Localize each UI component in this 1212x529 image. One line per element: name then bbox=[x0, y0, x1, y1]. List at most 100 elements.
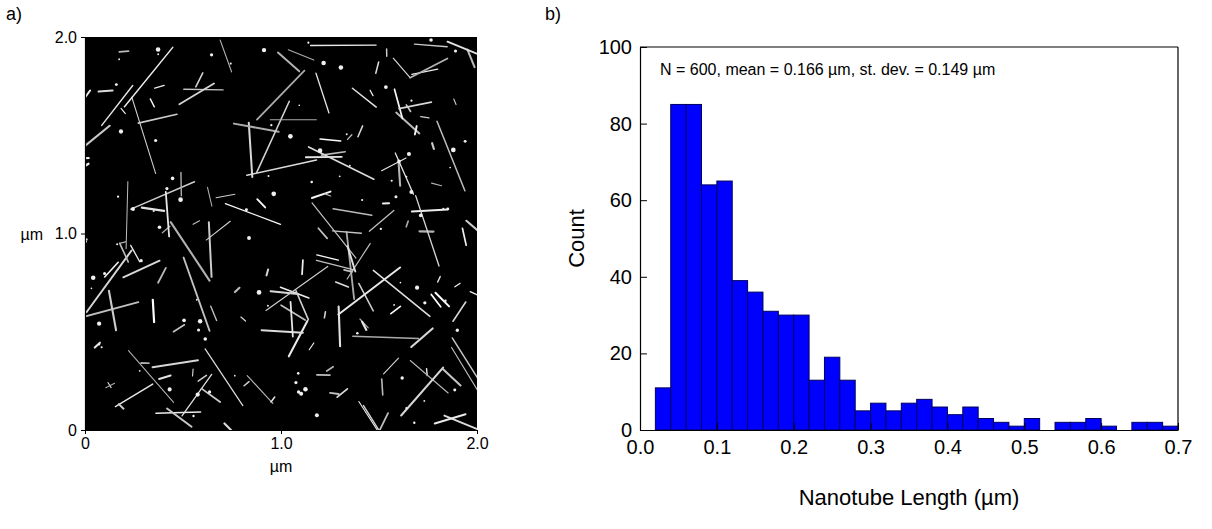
tick: 80 bbox=[610, 113, 647, 135]
bar bbox=[732, 281, 747, 430]
afm-feature bbox=[315, 413, 319, 417]
bar bbox=[655, 388, 670, 430]
tick-label: 0.6 bbox=[1088, 436, 1116, 458]
afm-feature bbox=[435, 414, 466, 423]
afm-feature bbox=[196, 73, 203, 87]
afm-feature bbox=[197, 328, 200, 331]
afm-feature bbox=[211, 306, 217, 320]
afm-feature bbox=[446, 207, 449, 210]
afm-feature bbox=[410, 59, 447, 78]
afm-feature bbox=[409, 190, 413, 194]
afm-feature bbox=[132, 97, 156, 173]
afm-feature bbox=[395, 153, 413, 194]
afm-feature bbox=[234, 375, 236, 377]
tick-mark bbox=[281, 430, 282, 434]
afm-feature bbox=[330, 393, 339, 394]
afm-feature bbox=[266, 266, 328, 310]
tick-mark bbox=[794, 423, 795, 430]
afm-feature bbox=[216, 194, 235, 197]
afm-feature bbox=[234, 124, 279, 132]
afm-feature bbox=[438, 277, 441, 282]
afm-feature bbox=[358, 126, 363, 137]
tick-mark bbox=[640, 353, 647, 354]
afm-feature bbox=[247, 376, 273, 404]
afm-feature bbox=[454, 49, 457, 52]
tick-label: 0 bbox=[68, 422, 77, 439]
tick-mark bbox=[640, 124, 647, 125]
bar bbox=[978, 419, 993, 430]
tick-label: 1.0 bbox=[270, 435, 292, 452]
tick-label: 0.7 bbox=[1165, 436, 1193, 458]
tick: 0.7 bbox=[1165, 423, 1193, 458]
afm-image bbox=[85, 37, 477, 430]
afm-feature bbox=[141, 362, 149, 364]
x-axis: 0.00.10.20.30.40.50.60.7 bbox=[627, 423, 1193, 458]
afm-feature bbox=[203, 337, 207, 341]
tick-mark bbox=[640, 277, 647, 278]
afm-feature bbox=[118, 58, 120, 60]
afm-feature bbox=[171, 222, 210, 280]
afm-feature bbox=[413, 422, 415, 424]
tick: 1.0 bbox=[270, 430, 292, 452]
afm-feature bbox=[165, 187, 168, 190]
afm-feature bbox=[210, 53, 213, 56]
afm-feature bbox=[346, 133, 348, 135]
bar bbox=[1163, 426, 1178, 430]
bar bbox=[1147, 422, 1162, 430]
afm-feature bbox=[244, 382, 249, 386]
afm-feature bbox=[156, 412, 201, 413]
afm-feature bbox=[117, 196, 119, 198]
afm-feature bbox=[271, 397, 275, 402]
afm-feature bbox=[86, 250, 131, 312]
afm-feature bbox=[373, 270, 430, 316]
tick-label: 60 bbox=[610, 189, 632, 211]
tick-label: 100 bbox=[599, 36, 632, 58]
bar bbox=[1055, 422, 1070, 430]
afm-feature bbox=[324, 312, 325, 318]
afm-feature bbox=[257, 199, 265, 207]
tick: 2.0 bbox=[466, 430, 488, 452]
afm-feature bbox=[399, 102, 431, 109]
afm-feature bbox=[412, 209, 448, 211]
afm-feature bbox=[124, 47, 172, 106]
afm-feature bbox=[154, 139, 157, 142]
afm-feature bbox=[245, 208, 248, 211]
afm-feature bbox=[397, 160, 401, 164]
afm-feature bbox=[400, 282, 402, 284]
afm-feature bbox=[157, 53, 159, 55]
afm-feature bbox=[208, 390, 211, 393]
afm-feature bbox=[444, 416, 477, 430]
afm-feature bbox=[192, 415, 194, 417]
afm-feature bbox=[119, 50, 128, 53]
x-axis: 01.02.0 bbox=[81, 430, 489, 452]
afm-feature bbox=[333, 209, 372, 216]
tick-mark bbox=[1178, 423, 1179, 430]
afm-feature bbox=[106, 383, 115, 387]
afm-feature bbox=[247, 236, 251, 240]
afm-feature bbox=[192, 369, 194, 376]
afm-feature bbox=[309, 343, 314, 350]
afm-feature bbox=[416, 196, 439, 266]
afm-feature bbox=[362, 413, 388, 430]
afm-feature bbox=[353, 336, 419, 338]
afm-feature bbox=[235, 288, 239, 292]
bar bbox=[1132, 422, 1147, 430]
tick-mark bbox=[640, 200, 647, 201]
bar bbox=[1101, 426, 1116, 430]
tick-label: 80 bbox=[610, 113, 632, 135]
afm-feature bbox=[384, 358, 399, 374]
tick-label: 0.3 bbox=[857, 436, 885, 458]
afm-feature bbox=[435, 293, 449, 307]
afm-feature bbox=[131, 182, 195, 209]
afm-feature bbox=[155, 85, 164, 88]
afm-feature bbox=[105, 262, 118, 277]
afm-feature bbox=[432, 143, 434, 149]
afm-feature bbox=[101, 346, 103, 348]
tick-mark bbox=[85, 430, 86, 434]
tick-label: 40 bbox=[610, 266, 632, 288]
afm-feature bbox=[414, 44, 447, 47]
afm-feature bbox=[299, 392, 303, 396]
afm-feature bbox=[98, 343, 100, 345]
afm-feature bbox=[115, 384, 152, 406]
tick-label: 0.2 bbox=[780, 436, 808, 458]
